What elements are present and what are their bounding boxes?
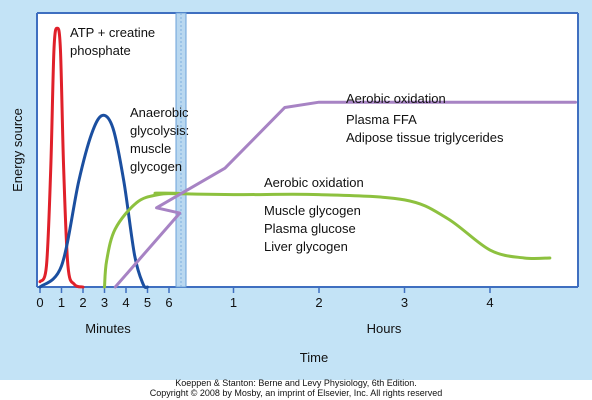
- x-tick-label-minutes-3: 3: [101, 295, 108, 310]
- credit-line-2: Copyright © 2008 by Mosby, an imprint of…: [149, 388, 443, 398]
- x-tick-label-minutes-5: 5: [144, 295, 151, 310]
- annotation-3: Aerobic oxidation: [346, 91, 446, 106]
- x-axis-hours-label: Hours: [367, 321, 402, 336]
- annotation-2-line-4: glycogen: [130, 159, 182, 174]
- annotation-4-line-2: Adipose tissue triglycerides: [346, 130, 504, 145]
- annotation-2-line-1: Anaerobic: [130, 105, 189, 120]
- annotation-6-line-3: Liver glycogen: [264, 239, 348, 254]
- annotation-1: ATP + creatine phosphate: [70, 25, 155, 58]
- y-axis-title: Energy source: [10, 108, 25, 192]
- series-line-anaerobic-glycolysis-muscle-glycogen: [38, 113, 149, 289]
- x-tick-label-hours-1: 1: [230, 295, 237, 310]
- x-tick-label-minutes-0: 0: [36, 295, 43, 310]
- annotation-1-line-1: ATP + creatine: [70, 25, 155, 40]
- series-line-atp-creatine-phosphate: [38, 26, 85, 289]
- annotation-1-line-2: phosphate: [70, 43, 131, 58]
- x-axis-minutes-label: Minutes: [85, 321, 131, 336]
- series-line-aerobic-oxidation-plasma-ffa-adipose-tissue-triglycerides: [113, 100, 577, 289]
- annotation-5-line-1: Aerobic oxidation: [264, 175, 364, 190]
- x-tick-label-hours-2: 2: [315, 295, 322, 310]
- x-tick-label-minutes-1: 1: [58, 295, 65, 310]
- x-tick-label-minutes-6: 6: [165, 295, 172, 310]
- x-axis-title: Time: [300, 350, 328, 365]
- annotation-6-line-1: Muscle glycogen: [264, 203, 361, 218]
- annotation-6: Muscle glycogen Plasma glucose Liver glyco…: [264, 203, 361, 254]
- annotation-2-line-2: glycolysis:: [130, 123, 189, 138]
- series-line-aerobic-oxidation-muscle-glycogen-plasma-glucose-liver-glycogen: [103, 191, 552, 289]
- annotation-6-line-2: Plasma glucose: [264, 221, 356, 236]
- annotation-4: Plasma FFA Adipose tissue triglycerides: [346, 112, 504, 145]
- annotation-2: Anaerobic glycolysis: muscle glycogen: [130, 105, 189, 174]
- x-tick-label-hours-4: 4: [486, 295, 493, 310]
- x-tick-label-hours-3: 3: [401, 295, 408, 310]
- figure-panel: 0 1 2 3 4 5 6 1 2 3 4 Minutes Hours Time Energy source…: [0, 0, 592, 380]
- annotation-3-line-1: Aerobic oxidation: [346, 91, 446, 106]
- annotation-5: Aerobic oxidation: [264, 175, 364, 190]
- figure-credit: Koeppen & Stanton: Berne and Levy Physio…: [0, 378, 592, 398]
- credit-line-1: Koeppen & Stanton: Berne and Levy Physio…: [175, 378, 417, 388]
- annotation-2-line-3: muscle: [130, 141, 171, 156]
- x-tick-label-minutes-4: 4: [122, 295, 129, 310]
- x-tick-label-minutes-2: 2: [79, 295, 86, 310]
- plot-area: [37, 13, 578, 287]
- annotation-4-line-1: Plasma FFA: [346, 112, 417, 127]
